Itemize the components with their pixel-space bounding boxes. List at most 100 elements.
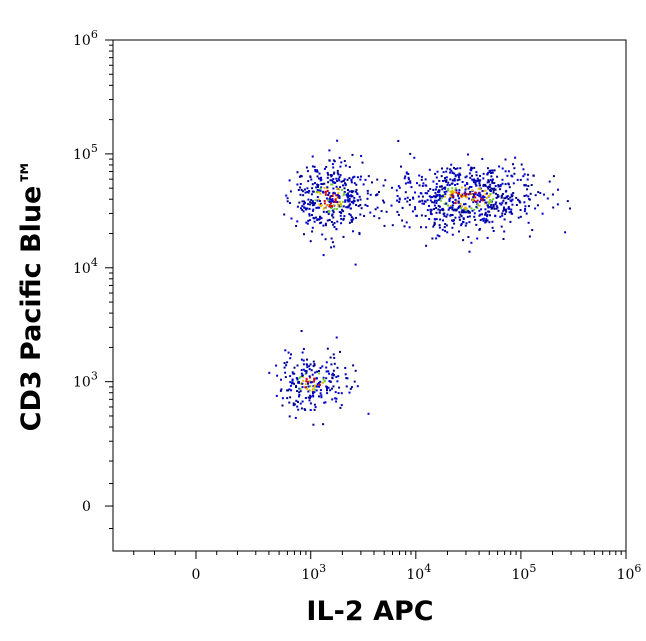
x-tick-label: 105: [511, 562, 536, 583]
data-point: [347, 189, 349, 191]
data-point: [429, 188, 432, 190]
data-point: [435, 218, 438, 221]
data-point: [445, 180, 448, 183]
data-point: [332, 216, 335, 219]
data-point: [339, 165, 342, 168]
data-point: [335, 375, 338, 378]
data-point: [301, 205, 304, 208]
data-point: [334, 391, 337, 394]
data-point: [478, 200, 481, 203]
data-point: [440, 197, 443, 200]
data-point: [458, 197, 461, 200]
data-point: [314, 384, 316, 387]
data-point: [440, 195, 443, 198]
data-point: [405, 171, 408, 174]
data-point: [468, 215, 471, 218]
data-point: [491, 226, 494, 229]
data-point: [463, 192, 466, 195]
data-point: [501, 167, 504, 170]
data-point: [315, 186, 318, 189]
data-point: [458, 216, 461, 219]
data-point: [319, 222, 322, 225]
data-point: [428, 168, 431, 171]
data-point: [464, 193, 467, 196]
data-point: [382, 184, 385, 187]
data-point: [312, 385, 315, 388]
data-point: [289, 202, 291, 204]
data-point: [312, 190, 315, 193]
data-point: [330, 198, 333, 201]
data-point: [468, 250, 471, 253]
data-point: [460, 222, 463, 225]
data-point: [315, 206, 318, 209]
data-point: [530, 184, 533, 186]
data-point: [426, 209, 429, 212]
data-point: [359, 204, 362, 207]
data-point: [308, 213, 311, 216]
data-point: [345, 385, 348, 388]
data-point: [303, 408, 306, 411]
data-point: [296, 390, 299, 392]
data-point: [478, 204, 481, 207]
data-point: [304, 373, 307, 375]
data-point: [457, 201, 460, 204]
data-point: [318, 370, 320, 372]
data-point: [335, 194, 338, 197]
data-point: [443, 226, 446, 229]
data-point: [339, 200, 341, 203]
data-point: [487, 187, 490, 190]
data-point: [308, 207, 311, 210]
data-point: [338, 176, 341, 179]
data-point: [341, 200, 344, 203]
data-point: [338, 188, 340, 191]
data-point: [495, 192, 498, 195]
data-point: [446, 213, 449, 216]
data-point: [342, 217, 345, 220]
data-point: [391, 224, 394, 227]
data-point: [469, 168, 472, 171]
data-point: [313, 391, 316, 394]
data-point: [437, 204, 440, 207]
data-point: [327, 213, 330, 215]
data-point: [474, 218, 477, 221]
data-point: [360, 207, 363, 210]
data-point: [343, 178, 346, 181]
x-axis-title: IL-2 APC: [306, 596, 433, 627]
data-point: [501, 214, 504, 217]
data-point: [311, 202, 314, 205]
data-point: [527, 205, 530, 208]
data-point: [346, 178, 349, 181]
data-point: [471, 174, 473, 177]
data-point: [518, 199, 521, 202]
data-point: [327, 199, 330, 202]
data-point: [288, 415, 291, 418]
data-point: [464, 176, 467, 179]
data-point: [304, 383, 307, 386]
data-point: [527, 221, 530, 224]
data-point: [438, 179, 441, 182]
data-point: [487, 179, 490, 182]
data-point: [289, 375, 292, 378]
data-point: [429, 199, 432, 202]
data-point: [442, 209, 445, 212]
data-point: [307, 382, 309, 385]
data-point: [331, 214, 334, 217]
data-point: [383, 224, 386, 227]
data-point: [442, 219, 444, 222]
data-point: [333, 362, 336, 365]
data-point: [307, 198, 310, 201]
data-point: [456, 167, 459, 170]
data-point: [403, 225, 406, 228]
data-point: [328, 372, 331, 375]
data-point: [447, 208, 450, 211]
data-point: [541, 212, 544, 215]
data-point: [340, 404, 343, 407]
data-point: [430, 208, 433, 211]
data-point: [348, 221, 351, 224]
data-point: [495, 205, 498, 208]
data-point: [380, 210, 383, 213]
data-point: [475, 205, 478, 208]
data-point: [336, 220, 339, 223]
data-point: [359, 178, 362, 181]
data-point: [454, 168, 457, 170]
